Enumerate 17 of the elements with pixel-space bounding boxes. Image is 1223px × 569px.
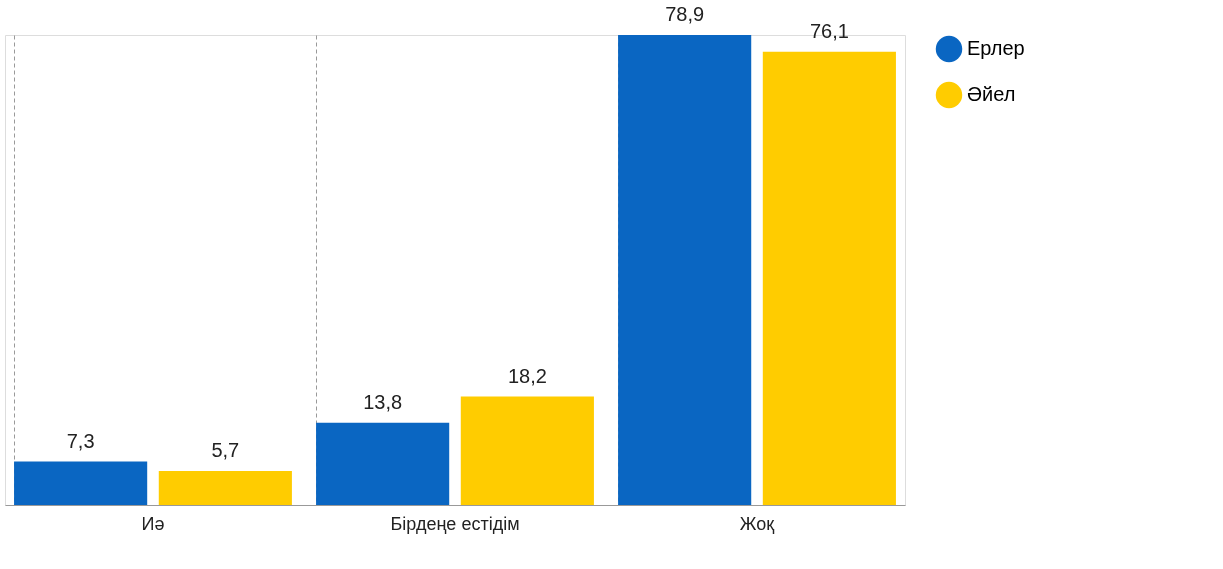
- x-tick-label: Жоқ: [739, 513, 775, 534]
- legend-label: Ерлер: [967, 37, 1025, 59]
- bar: [460, 396, 594, 505]
- data-label: 7,3: [66, 429, 95, 452]
- bar: [618, 35, 752, 505]
- x-tick-label: Иә: [141, 513, 165, 534]
- data-label: 78,9: [665, 3, 705, 25]
- bar: [316, 422, 450, 505]
- legend-label: Әйел: [967, 83, 1016, 105]
- bar: [158, 471, 292, 505]
- data-label: 76,1: [809, 19, 849, 42]
- bar: [14, 461, 148, 505]
- bar: [762, 51, 896, 505]
- data-label: 5,7: [211, 439, 240, 462]
- data-label: 13,8: [363, 390, 403, 413]
- data-label: 18,2: [507, 364, 547, 387]
- x-tick-label: Бірдеңе естідім: [390, 513, 520, 534]
